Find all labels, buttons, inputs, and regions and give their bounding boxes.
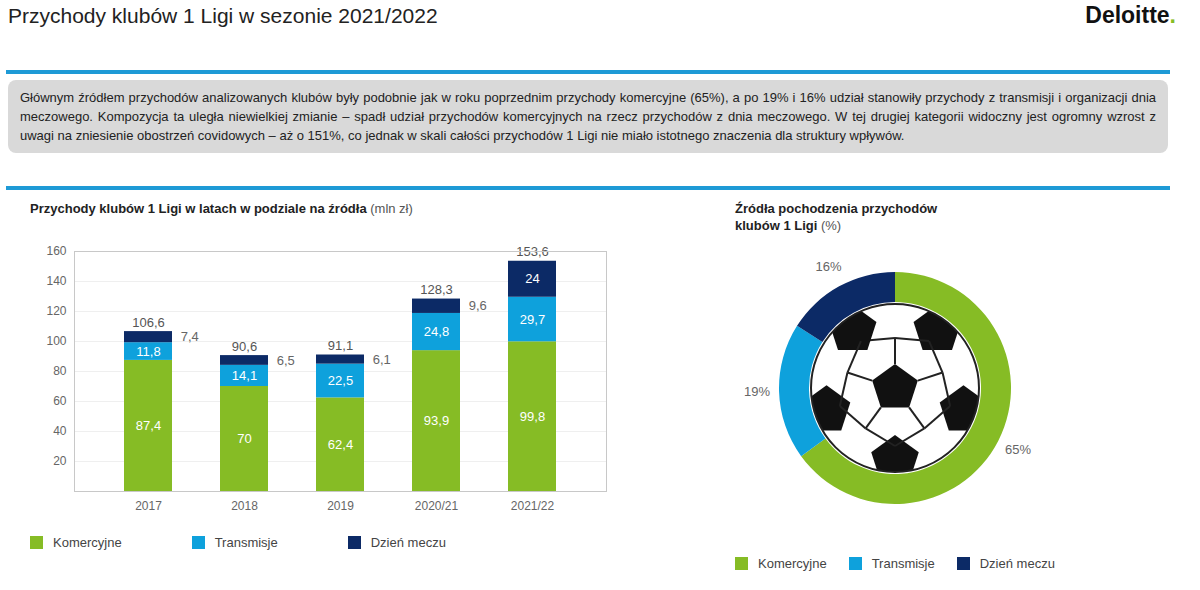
html-text:Przychody klubów 1 Ligi w sezo: Przychody klubów 1 Ligi w sezonie 2021/2… (8, 4, 438, 27)
svg-text:65%: 65% (1005, 442, 1031, 457)
html-text:Transmisje: Transmisje (214, 535, 278, 550)
svg-text:90,6: 90,6 (232, 339, 257, 354)
svg-text:2019: 2019 (327, 499, 354, 513)
svg-text:20: 20 (53, 454, 67, 468)
svg-text:160: 160 (46, 244, 66, 258)
html-text:Dzień meczu: Dzień meczu (979, 556, 1055, 571)
svg-text:40: 40 (53, 424, 67, 438)
html-text:Komercyjne: Komercyjne (758, 556, 827, 571)
svg-text:140: 140 (46, 274, 66, 288)
svg-text:11,8: 11,8 (136, 344, 160, 359)
svg-text:24,8: 24,8 (424, 324, 449, 339)
svg-text:93,9: 93,9 (424, 413, 449, 428)
svg-text:22,5: 22,5 (328, 373, 353, 388)
svg-text:62,4: 62,4 (328, 437, 353, 452)
svg-text:7,4: 7,4 (181, 329, 199, 344)
html-text:Dzień meczu: Dzień meczu (370, 535, 446, 550)
html-text:Przychody klubów 1 Ligi w lata: Przychody klubów 1 Ligi w latach w podzi… (30, 201, 413, 216)
svg-text:106,6: 106,6 (132, 315, 165, 330)
html-text:Komercyjne: Komercyjne (53, 535, 122, 550)
svg-text:2021/22: 2021/22 (511, 499, 555, 513)
svg-text:29,7: 29,7 (520, 312, 545, 327)
svg-text:16%: 16% (816, 259, 842, 274)
html-text:Źródła pochodzenia przychodów: Źródła pochodzenia przychodów klubów 1 L… (735, 201, 938, 233)
svg-text:6,1: 6,1 (373, 352, 391, 367)
svg-text:2017: 2017 (135, 499, 162, 513)
svg-text:14,1: 14,1 (232, 368, 257, 383)
svg-text:70: 70 (237, 431, 251, 446)
svg-text:99,8: 99,8 (520, 409, 545, 424)
svg-text:87,4: 87,4 (136, 418, 161, 433)
svg-text:91,1: 91,1 (328, 338, 353, 353)
svg-text:60: 60 (53, 394, 67, 408)
html-text:Głównym źródłem przychodów ana: Głównym źródłem przychodów analizowanych… (20, 90, 1156, 143)
svg-text:128,3: 128,3 (420, 282, 453, 297)
svg-text:2018: 2018 (231, 499, 258, 513)
html-text:Deloitte.: Deloitte. (1085, 2, 1176, 28)
svg-text:19%: 19% (744, 384, 770, 399)
svg-text:80: 80 (53, 364, 67, 378)
html-text:Transmisje: Transmisje (871, 556, 935, 571)
svg-text:6,5: 6,5 (277, 353, 295, 368)
svg-text:120: 120 (46, 304, 66, 318)
svg-text:9,6: 9,6 (469, 298, 487, 313)
svg-text:2020/21: 2020/21 (415, 499, 459, 513)
svg-text:100: 100 (46, 334, 66, 348)
svg-text:24: 24 (525, 271, 539, 286)
svg-text:153,6: 153,6 (516, 244, 549, 260)
